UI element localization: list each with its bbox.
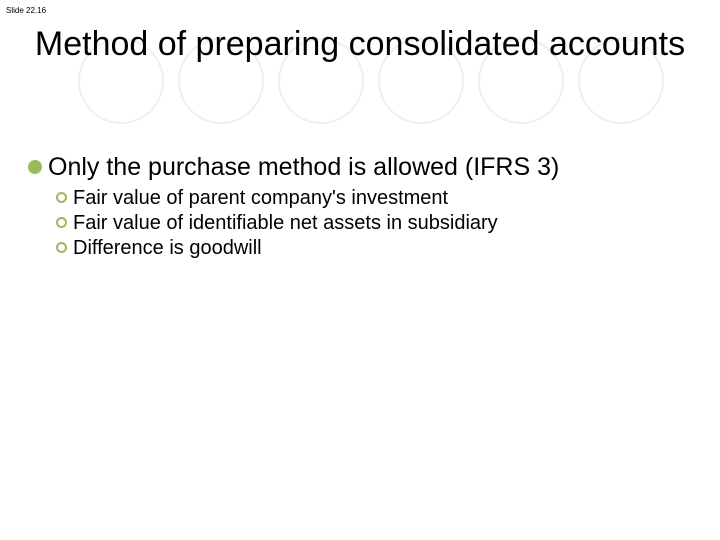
bullet-level2: Fair value of parent company's investmen… (56, 186, 698, 210)
slide-title: Method of preparing consolidated account… (0, 24, 720, 64)
bullet-level1-text: Only the purchase method is allowed (IFR… (48, 152, 559, 182)
content-area: Only the purchase method is allowed (IFR… (28, 152, 698, 261)
bullet-level2-text: Fair value of identifiable net assets in… (73, 211, 498, 235)
bullet-hollow-icon (56, 192, 67, 203)
bullet-level2: Fair value of identifiable net assets in… (56, 211, 698, 235)
bullet-level2: Difference is goodwill (56, 236, 698, 260)
slide-number: Slide 22.16 (6, 6, 46, 15)
bullet-level2-text: Difference is goodwill (73, 236, 262, 260)
bullet-hollow-icon (56, 242, 67, 253)
bullet-level1: Only the purchase method is allowed (IFR… (28, 152, 698, 182)
bullet-level2-text: Fair value of parent company's investmen… (73, 186, 448, 210)
bullet-filled-icon (28, 160, 42, 174)
bullet-hollow-icon (56, 217, 67, 228)
